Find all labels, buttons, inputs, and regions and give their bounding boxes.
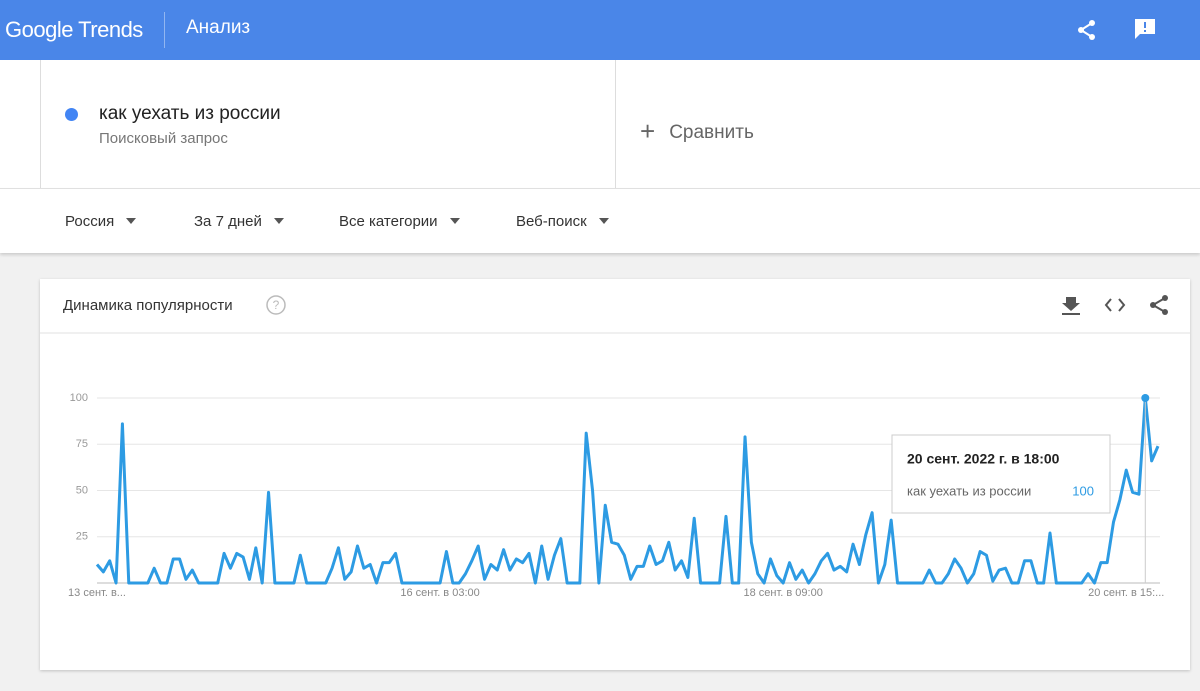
tooltip-date: 20 сент. 2022 г. в 18:00 (907, 451, 1060, 467)
header: Google Trends Анализ (0, 0, 1200, 60)
tooltip-box (891, 434, 1111, 514)
x-tick-label: 20 сент. в 15:... (1088, 587, 1164, 599)
trend-line (95, 396, 1160, 585)
filter-period[interactable]: За 7 дней (194, 213, 284, 230)
x-tick-label: 13 сент. в... (68, 587, 126, 599)
hover-point (1141, 394, 1150, 402)
download-button[interactable] (1062, 297, 1080, 315)
x-tick-label: 18 сент. в 09:00 (743, 587, 822, 599)
tooltip: 20 сент. 2022 г. в 18:00 как уехать из р… (891, 434, 1111, 514)
help-icon-mark: ? (273, 298, 280, 312)
header-title: Анализ (186, 17, 251, 38)
chart-title: Динамика популярности (63, 297, 233, 314)
search-term: как уехать из россии (99, 103, 281, 124)
filter-bar: Россия За 7 дней Все категории Веб-поиск (0, 188, 1200, 253)
logo[interactable]: Google Trends (5, 17, 143, 42)
y-tick-label: 100 (70, 392, 88, 404)
tooltip-value: 100 (1072, 483, 1094, 498)
card-share-button[interactable] (1150, 295, 1168, 315)
y-tick-label: 50 (76, 484, 88, 496)
filter-region[interactable]: Россия (65, 213, 136, 230)
search-term-card[interactable]: как уехать из россии Поисковый запрос (40, 60, 616, 188)
tooltip-term: как уехать из россии (907, 483, 1031, 498)
embed-button[interactable] (1104, 298, 1126, 312)
compare-label: Сравнить (669, 122, 754, 143)
filter-category[interactable]: Все категории (339, 213, 460, 230)
y-tick-label: 25 (76, 531, 88, 543)
share-button[interactable] (1075, 18, 1099, 42)
feedback-button[interactable] (1133, 17, 1157, 41)
search-panel: как уехать из россии Поисковый запрос + С… (0, 60, 1200, 188)
help-icon[interactable] (266, 295, 286, 315)
search-type: Поисковый запрос (99, 130, 228, 147)
y-tick-label: 75 (76, 438, 88, 450)
compare-button[interactable]: + Сравнить (640, 116, 754, 146)
x-tick-label: 16 сент. в 03:00 (400, 587, 479, 599)
divider (164, 12, 165, 48)
series-dot (65, 108, 78, 121)
filter-search-type[interactable]: Веб-поиск (516, 213, 609, 230)
